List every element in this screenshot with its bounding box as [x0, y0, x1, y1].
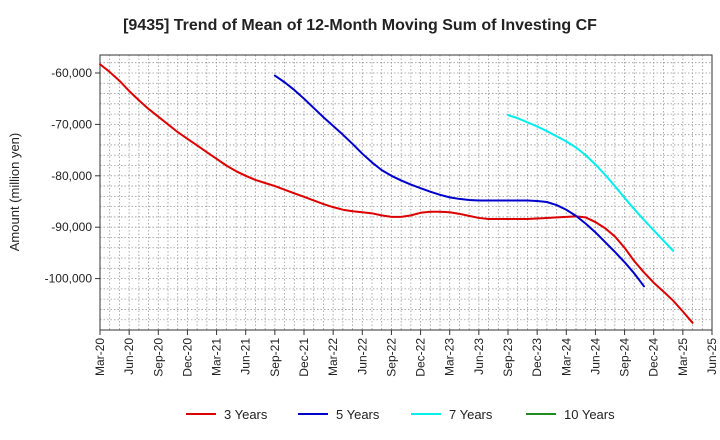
x-tick-label: Jun-21 — [239, 338, 253, 375]
x-tick-label: Jun-23 — [472, 338, 486, 375]
x-tick-label: Dec-20 — [180, 338, 194, 377]
x-tick-label: Dec-21 — [297, 338, 311, 377]
legend: 3 Years 5 Years 7 Years 10 Years — [186, 407, 615, 422]
x-tick-label: Mar-22 — [326, 338, 340, 376]
x-tick-label: Dec-23 — [530, 338, 544, 377]
x-tick-label: Jun-20 — [122, 338, 136, 375]
chart-title: [9435] Trend of Mean of 12-Month Moving … — [123, 17, 597, 34]
y-tick-label: -80,000 — [51, 169, 92, 183]
series-line-5-years — [273, 74, 645, 288]
x-tick-label: Jun-25 — [705, 338, 719, 375]
x-tick-label: Sep-24 — [618, 338, 632, 377]
x-tick-label: Sep-22 — [384, 338, 398, 377]
x-tick-label: Dec-22 — [414, 338, 428, 377]
x-tick-label: Mar-20 — [93, 338, 107, 376]
x-tick-label: Dec-24 — [647, 338, 661, 377]
y-tick-label: -60,000 — [51, 66, 92, 80]
x-tick-label: Mar-21 — [210, 338, 224, 376]
y-axis-label: Amount (million yen) — [7, 133, 22, 252]
series-line-7-years — [507, 114, 675, 252]
x-tick-label: Jun-24 — [588, 338, 602, 375]
x-tick-label: Mar-23 — [443, 338, 457, 376]
x-tick-label: Sep-21 — [268, 338, 282, 377]
legend-label: 3 Years — [224, 407, 268, 422]
x-tick-label: Mar-24 — [559, 338, 573, 376]
series-line-3-years — [99, 63, 694, 324]
y-tick-label: -70,000 — [51, 117, 92, 131]
x-tick-label: Sep-20 — [151, 338, 165, 377]
plot-frame — [99, 54, 713, 331]
legend-label: 7 Years — [449, 407, 493, 422]
y-tick-label: -90,000 — [51, 220, 92, 234]
x-axis: Mar-20 Jun-20 Sep-20 Dec-20 Mar-21 Jun-21 Sep-… — [93, 330, 719, 377]
x-tick-label: Sep-23 — [501, 338, 515, 377]
grid — [100, 55, 712, 330]
legend-label: 10 Years — [564, 407, 615, 422]
legend-label: 5 Years — [336, 407, 380, 422]
x-tick-label: Jun-22 — [355, 338, 369, 375]
series-lines — [99, 63, 694, 324]
y-axis: -60,000 -70,000 -80,000 -90,000 -100,000 — [45, 66, 100, 286]
x-tick-label: Mar-25 — [676, 338, 690, 376]
y-tick-label: -100,000 — [45, 272, 93, 286]
